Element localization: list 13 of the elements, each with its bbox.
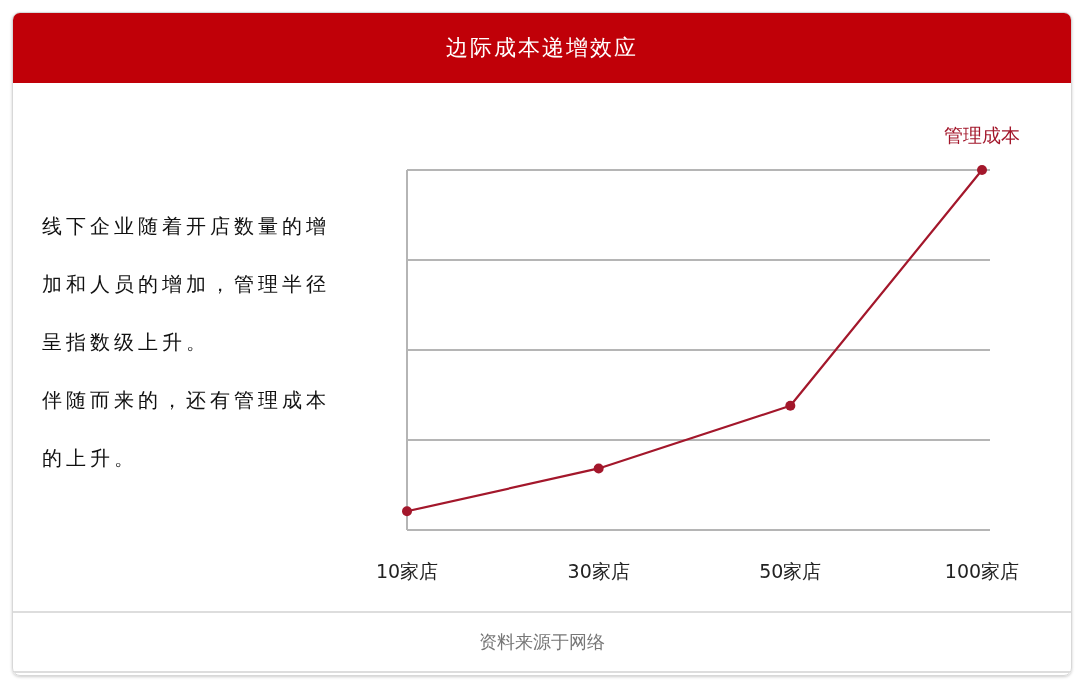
point	[593, 463, 604, 474]
chart-title: 边际成本递增效应	[13, 13, 1071, 83]
text: 伴随而来的，还有管理成本的上升。	[42, 389, 330, 470]
point	[785, 400, 796, 411]
x-tick-label: 10家店	[375, 560, 439, 582]
text: 线下企业随着开店数量的增加和人员的增加，管理半径呈指数级上升。	[42, 215, 330, 354]
series-label: 管理成本	[944, 124, 1020, 146]
x-tick-label: 100家店	[944, 560, 1020, 582]
x-tick-label: 50家店	[759, 560, 822, 582]
x-tick-label: 30家店	[567, 560, 630, 582]
text: 资料来源于网络	[13, 611, 1071, 673]
point	[402, 506, 412, 517]
point	[977, 165, 987, 175]
